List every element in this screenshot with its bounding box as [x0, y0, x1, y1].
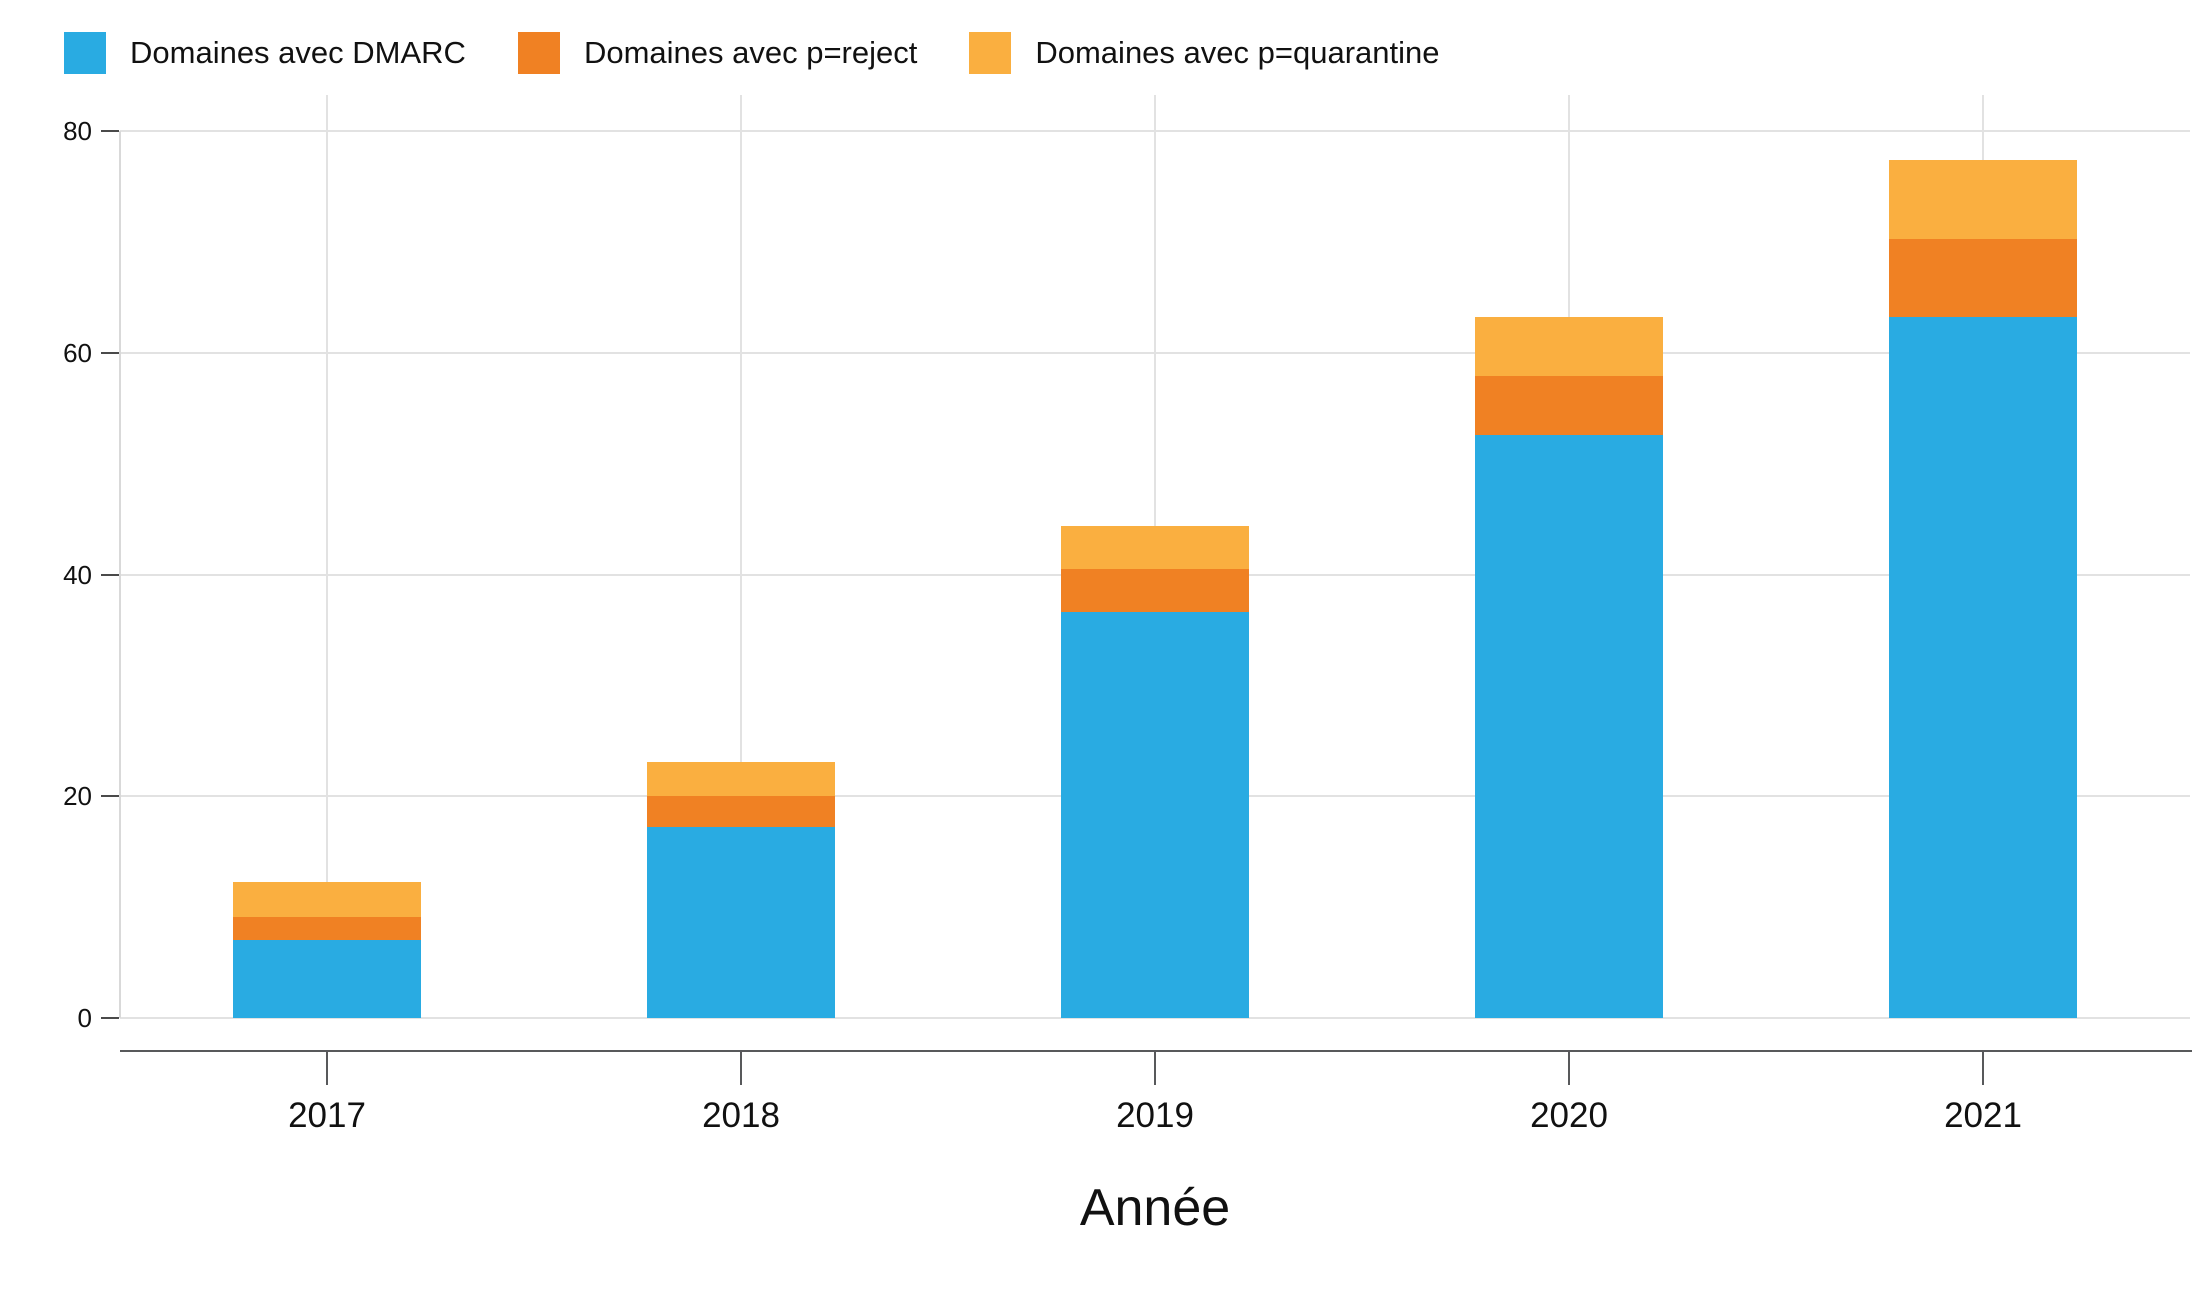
bar-2017-series-0[interactable] — [233, 940, 421, 1018]
x-tick-2021 — [1982, 1051, 1984, 1085]
legend-label-p-reject: Domaines avec p=reject — [583, 35, 918, 70]
y-tick-label-40: 40 — [63, 559, 92, 590]
x-tick-2017 — [326, 1051, 328, 1085]
bar-2017-series-2[interactable] — [233, 881, 421, 918]
x-axis-title: Année — [1079, 1179, 1231, 1237]
y-tick-80 — [101, 130, 119, 132]
chart-legend: Domaines avec DMARC Domaines avec p=reje… — [64, 32, 1439, 74]
x-tick-2019 — [1154, 1051, 1156, 1085]
x-tick-label-2017: 2017 — [288, 1096, 366, 1135]
bar-2021-series-2[interactable] — [1889, 159, 2077, 239]
x-tick-label-2021: 2021 — [1944, 1096, 2022, 1135]
bar-2018-series-1[interactable] — [647, 796, 835, 828]
x-tick-label-2020: 2020 — [1530, 1096, 1608, 1135]
x-tick-2018 — [740, 1051, 742, 1085]
y-tick-label-80: 80 — [63, 116, 92, 146]
gridline-v-2017 — [326, 95, 328, 1018]
x-tick-label-2018: 2018 — [702, 1096, 780, 1135]
bar-2017-series-1[interactable] — [233, 917, 421, 941]
bar-2019-series-0[interactable] — [1061, 612, 1249, 1018]
bar-2020-series-0[interactable] — [1475, 434, 1663, 1018]
y-tick-20 — [101, 795, 119, 798]
y-axis-line — [119, 131, 121, 1018]
x-axis-line — [120, 1050, 2192, 1052]
y-tick-label-0: 0 — [77, 1003, 92, 1033]
legend-label-p-quarantine: Domaines avec p=quarantine — [1035, 35, 1440, 70]
y-tick-label-20: 20 — [63, 781, 92, 812]
legend-swatch-dmarc-icon — [64, 32, 106, 74]
bar-2021-series-1[interactable] — [1889, 238, 2077, 318]
legend-item-dmarc[interactable]: Domaines avec DMARC — [64, 32, 466, 74]
y-tick-0 — [101, 1017, 119, 1019]
bar-2018-series-2[interactable] — [647, 761, 835, 797]
bar-2019-series-1[interactable] — [1061, 568, 1249, 613]
legend-swatch-p-reject-icon — [517, 32, 560, 74]
bar-2021-series-0[interactable] — [1889, 317, 2077, 1018]
bar-2020-series-1[interactable] — [1475, 376, 1663, 435]
legend-item-p-reject[interactable]: Domaines avec p=reject — [517, 32, 918, 74]
y-tick-label-60: 60 — [63, 337, 92, 368]
bar-2019-series-2[interactable] — [1061, 525, 1249, 569]
plot-area — [120, 95, 2190, 1019]
y-tick-60 — [101, 351, 119, 354]
gridline-v-2018 — [740, 95, 742, 1018]
x-tick-2020 — [1568, 1051, 1570, 1085]
x-tick-label-2019: 2019 — [1116, 1096, 1194, 1135]
gridline-h-0 — [120, 1017, 2190, 1019]
legend-item-p-quarantine[interactable]: Domaines avec p=quarantine — [969, 32, 1439, 74]
bar-2018-series-0[interactable] — [647, 827, 835, 1018]
legend-label-dmarc: Domaines avec DMARC — [130, 35, 466, 70]
bar-2020-series-2[interactable] — [1475, 317, 1663, 377]
legend-swatch-p-quarantine-icon — [969, 32, 1012, 74]
y-tick-40 — [101, 573, 119, 576]
